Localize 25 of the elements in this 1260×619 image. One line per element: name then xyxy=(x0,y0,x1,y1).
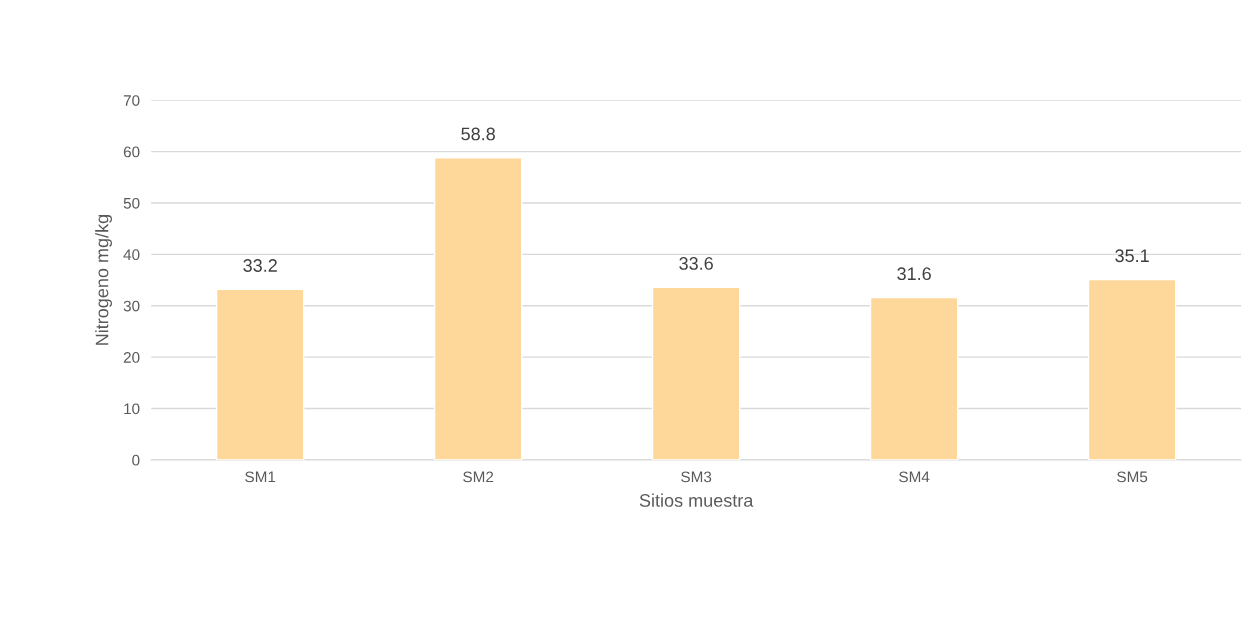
data-label: 33.6 xyxy=(679,257,713,270)
x-tick-label: SM4 xyxy=(899,471,930,483)
bar xyxy=(1087,278,1177,460)
bar xyxy=(433,157,523,460)
bar xyxy=(651,286,741,460)
bar xyxy=(869,296,959,460)
data-label: 58.8 xyxy=(461,127,495,141)
x-tick-label: SM1 xyxy=(245,471,276,483)
bar xyxy=(215,288,305,460)
y-tick-label: 30 xyxy=(123,300,140,312)
x-axis-title: Sitios muestra xyxy=(639,493,754,507)
x-tick-label: SM2 xyxy=(463,471,494,483)
y-tick-label: 50 xyxy=(123,197,140,209)
y-axis-title: Nitrogeno mg/kg xyxy=(95,215,112,345)
y-tick-label: 10 xyxy=(124,403,140,415)
y-tick-label: 60 xyxy=(123,146,140,158)
y-tick-label: 20 xyxy=(123,352,140,363)
data-label: 33.2 xyxy=(243,259,277,272)
y-tick-label: 0 xyxy=(132,454,140,466)
x-tick-label: SM5 xyxy=(1117,471,1148,483)
data-label: 35.1 xyxy=(1115,249,1149,263)
x-tick-label: SM3 xyxy=(681,471,712,483)
data-label: 31.6 xyxy=(897,267,931,281)
y-tick-label: 40 xyxy=(123,249,140,261)
y-tick-label: 70 xyxy=(123,95,140,106)
